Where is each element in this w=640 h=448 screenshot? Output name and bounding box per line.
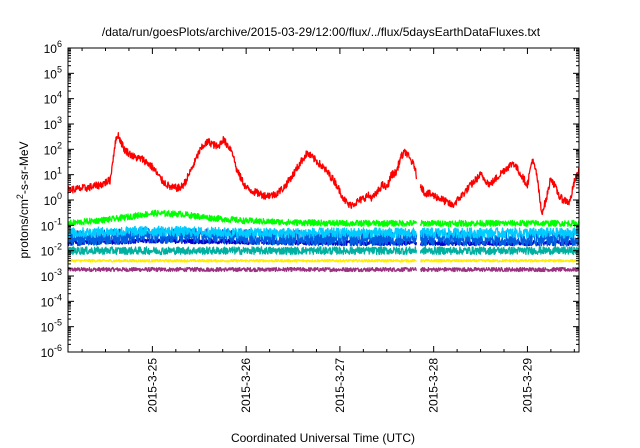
- plot-frame: [67, 47, 580, 353]
- x-tick-label: 2015-3-29: [520, 358, 534, 413]
- series-line: [419, 219, 580, 228]
- chart-title: /data/run/goesPlots/archive/2015-03-29/1…: [102, 25, 541, 39]
- x-axis: 2015-3-25 2015-3-26 2015-3-27 2015-3-28 2015…: [81, 48, 575, 413]
- y-tick-label: 102: [44, 140, 62, 157]
- series-line: [67, 209, 418, 227]
- series-line: [419, 246, 580, 256]
- series-line: [67, 132, 418, 209]
- x-tick-label: 2015-3-27: [333, 358, 347, 413]
- series-layer: [67, 132, 580, 273]
- y-tick-label: 10-6: [41, 343, 62, 360]
- y-axis-label: protons/cm2-s-sr-MeV: [15, 141, 31, 258]
- series-line: [419, 227, 580, 239]
- y-axis: 10-6 10-5 10-4 10-3 10-2 10-1 100 101 102 103 104 1…: [41, 39, 579, 360]
- series-line: [419, 266, 580, 273]
- y-tick-label: 10-2: [41, 242, 62, 259]
- series-line: [419, 158, 580, 215]
- series-line: [67, 258, 417, 263]
- y-axis-label-rest: -s-sr-MeV: [17, 141, 31, 194]
- y-tick-label: 101: [44, 166, 62, 183]
- y-tick-label: 104: [44, 90, 62, 107]
- series-line: [67, 246, 418, 256]
- y-axis-label-base: protons/cm: [17, 199, 31, 258]
- y-tick-label: 103: [44, 115, 62, 132]
- series-line: [419, 258, 580, 263]
- y-tick-label: 10-5: [41, 318, 62, 335]
- y-axis-label-sup: 2: [15, 194, 25, 199]
- y-tick-label: 105: [44, 64, 62, 81]
- y-tick-label: 100: [44, 191, 62, 208]
- y-tick-label: 10-3: [41, 267, 62, 284]
- y-tick-label: 10-1: [41, 216, 62, 233]
- x-tick-label: 2015-3-28: [427, 358, 441, 413]
- y-tick-label: 10-4: [41, 292, 62, 309]
- x-tick-label: 2015-3-26: [239, 358, 253, 413]
- x-axis-label: Coordinated Universal Time (UTC): [231, 431, 415, 445]
- series-line: [67, 225, 418, 239]
- series-line: [67, 266, 417, 273]
- y-tick-label: 106: [44, 39, 62, 56]
- x-tick-label: 2015-3-25: [145, 358, 159, 413]
